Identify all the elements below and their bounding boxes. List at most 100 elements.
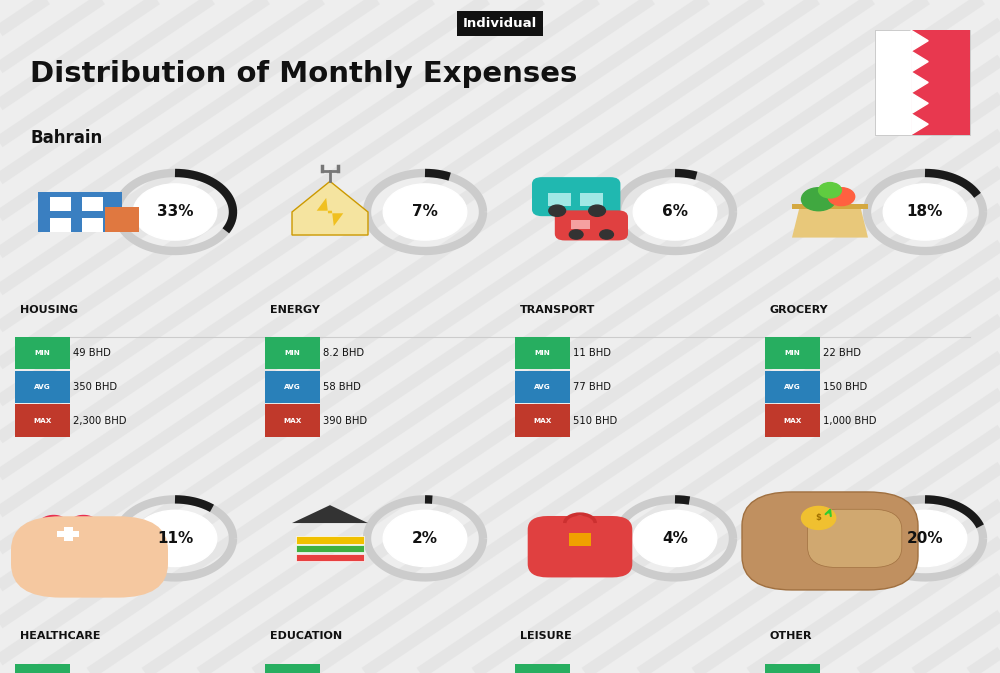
Bar (50, 197, 71, 211)
Circle shape (600, 230, 613, 239)
Text: MAX: MAX (783, 418, 802, 423)
Circle shape (883, 184, 967, 240)
Circle shape (133, 510, 217, 567)
Text: 77 BHD: 77 BHD (573, 382, 611, 392)
Text: OTHER: OTHER (770, 631, 812, 641)
FancyBboxPatch shape (15, 404, 70, 437)
Polygon shape (911, 72, 928, 93)
Text: 510 BHD: 510 BHD (573, 416, 617, 425)
Polygon shape (792, 207, 868, 238)
Text: 18%: 18% (907, 205, 943, 219)
Polygon shape (38, 516, 99, 553)
Text: 11%: 11% (157, 531, 193, 546)
Text: 350 BHD: 350 BHD (73, 382, 117, 392)
FancyBboxPatch shape (528, 516, 632, 577)
Text: 2%: 2% (412, 531, 438, 546)
Text: 7%: 7% (412, 205, 438, 219)
Text: ENERGY: ENERGY (270, 305, 320, 314)
Bar (82, 197, 103, 211)
Text: TRANSPORT: TRANSPORT (520, 305, 595, 314)
Bar (571, 219, 590, 229)
Circle shape (589, 205, 605, 216)
FancyBboxPatch shape (765, 664, 820, 673)
FancyBboxPatch shape (15, 664, 70, 673)
Circle shape (802, 507, 836, 530)
Bar (105, 207, 139, 232)
Text: MAX: MAX (533, 418, 552, 423)
Text: 49 BHD: 49 BHD (73, 349, 111, 358)
Bar (580, 193, 603, 206)
Circle shape (828, 188, 855, 206)
Circle shape (819, 182, 841, 198)
FancyBboxPatch shape (15, 337, 70, 369)
FancyBboxPatch shape (911, 30, 970, 135)
Circle shape (633, 184, 717, 240)
Text: 150 BHD: 150 BHD (823, 382, 867, 392)
Text: LEISURE: LEISURE (520, 631, 572, 641)
Circle shape (383, 184, 467, 240)
Text: $: $ (816, 513, 822, 522)
FancyBboxPatch shape (515, 404, 570, 437)
Polygon shape (911, 30, 928, 51)
Text: AVG: AVG (784, 384, 801, 390)
Text: 390 BHD: 390 BHD (323, 416, 367, 425)
Text: 58 BHD: 58 BHD (323, 382, 361, 392)
FancyBboxPatch shape (515, 664, 570, 673)
FancyBboxPatch shape (875, 30, 970, 135)
Circle shape (802, 188, 836, 211)
Text: 33%: 33% (157, 205, 193, 219)
FancyBboxPatch shape (765, 337, 820, 369)
Bar (296, 545, 364, 553)
FancyBboxPatch shape (265, 404, 320, 437)
Text: AVG: AVG (34, 384, 51, 390)
FancyBboxPatch shape (265, 371, 320, 403)
Text: GROCERY: GROCERY (770, 305, 829, 314)
Text: 8.2 BHD: 8.2 BHD (323, 349, 364, 358)
Text: Individual: Individual (463, 17, 537, 30)
Text: HEALTHCARE: HEALTHCARE (20, 631, 100, 641)
Polygon shape (292, 505, 368, 523)
FancyBboxPatch shape (11, 516, 168, 598)
Bar (548, 193, 571, 206)
Circle shape (569, 230, 583, 239)
Bar (569, 533, 591, 546)
Text: HOUSING: HOUSING (20, 305, 78, 314)
Text: AVG: AVG (534, 384, 551, 390)
Text: MAX: MAX (33, 418, 52, 423)
Bar (82, 219, 103, 232)
Circle shape (883, 510, 967, 567)
FancyBboxPatch shape (765, 404, 820, 437)
Text: 20%: 20% (907, 531, 943, 546)
Text: Distribution of Monthly Expenses: Distribution of Monthly Expenses (30, 60, 577, 88)
Text: MIN: MIN (785, 351, 800, 356)
Polygon shape (317, 198, 343, 226)
Circle shape (133, 184, 217, 240)
Polygon shape (911, 114, 928, 135)
Polygon shape (292, 181, 368, 235)
Bar (792, 205, 868, 209)
FancyBboxPatch shape (515, 371, 570, 403)
Bar (57, 532, 79, 537)
Text: MIN: MIN (285, 351, 300, 356)
Bar (296, 554, 364, 561)
Text: MIN: MIN (35, 351, 50, 356)
FancyBboxPatch shape (808, 509, 902, 567)
Bar (50, 219, 71, 232)
FancyBboxPatch shape (532, 177, 620, 216)
Text: 4%: 4% (662, 531, 688, 546)
FancyBboxPatch shape (515, 337, 570, 369)
Circle shape (633, 510, 717, 567)
Text: MIN: MIN (535, 351, 550, 356)
Text: 2,300 BHD: 2,300 BHD (73, 416, 127, 425)
Text: AVG: AVG (284, 384, 301, 390)
Bar (38, 192, 122, 232)
Text: 6%: 6% (662, 205, 688, 219)
Text: MAX: MAX (283, 418, 302, 423)
FancyBboxPatch shape (555, 211, 628, 240)
FancyBboxPatch shape (265, 664, 320, 673)
Text: Bahrain: Bahrain (30, 129, 102, 147)
FancyBboxPatch shape (765, 371, 820, 403)
Bar (322, 517, 338, 523)
Text: 11 BHD: 11 BHD (573, 349, 611, 358)
Text: EDUCATION: EDUCATION (270, 631, 342, 641)
